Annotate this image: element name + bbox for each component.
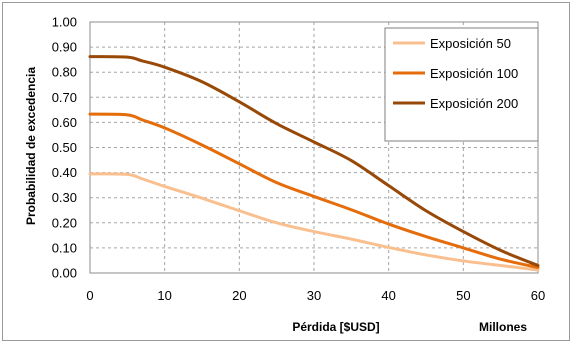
series-line-3 <box>88 55 540 267</box>
legend-box <box>384 27 539 142</box>
y-tick-label: 0.30 <box>52 190 77 205</box>
x-tick-label: 50 <box>456 288 470 303</box>
x-axis-title: Pérdida [$USD] <box>292 320 379 334</box>
series-lines <box>88 55 540 272</box>
x-tick-label: 30 <box>307 288 321 303</box>
y-tick-label: 0.90 <box>52 40 77 55</box>
x-tick-label: 60 <box>531 288 545 303</box>
y-tick-label: 0.50 <box>52 140 77 155</box>
series-line-2 <box>88 112 540 269</box>
legend-label-1: Exposición 50 <box>430 36 511 51</box>
y-tick-label: 0.20 <box>52 215 77 230</box>
legend: Exposición 50 Exposición 100 Exposición 20… <box>384 27 539 142</box>
x-axis-unit-label: Millones <box>479 320 527 334</box>
x-tick-label: 20 <box>232 288 246 303</box>
plot-area-border <box>89 21 539 274</box>
x-tick-label: 10 <box>157 288 171 303</box>
legend-label-2: Exposición 100 <box>430 66 518 81</box>
y-tick-label: 0.10 <box>52 240 77 255</box>
y-tick-label: 0.80 <box>52 65 77 80</box>
y-axis-title: Probabilidad de excedencia <box>24 67 38 225</box>
y-tick-label: 0.40 <box>52 165 77 180</box>
y-tick-label: 0.70 <box>52 90 77 105</box>
x-axis-ticks: 0 10 20 30 40 50 60 <box>86 288 545 303</box>
y-tick-label: 1.00 <box>52 15 77 30</box>
y-tick-label: 0.60 <box>52 115 77 130</box>
y-tick-label: 0.00 <box>52 266 77 281</box>
y-axis-ticks: 0.00 0.10 0.20 0.30 0.40 0.50 0.60 0.70 0.80 0.90… <box>52 15 77 281</box>
x-tick-label: 0 <box>86 288 93 303</box>
x-tick-label: 40 <box>381 288 395 303</box>
series-line-1 <box>88 172 540 272</box>
legend-label-3: Exposición 200 <box>430 96 518 111</box>
